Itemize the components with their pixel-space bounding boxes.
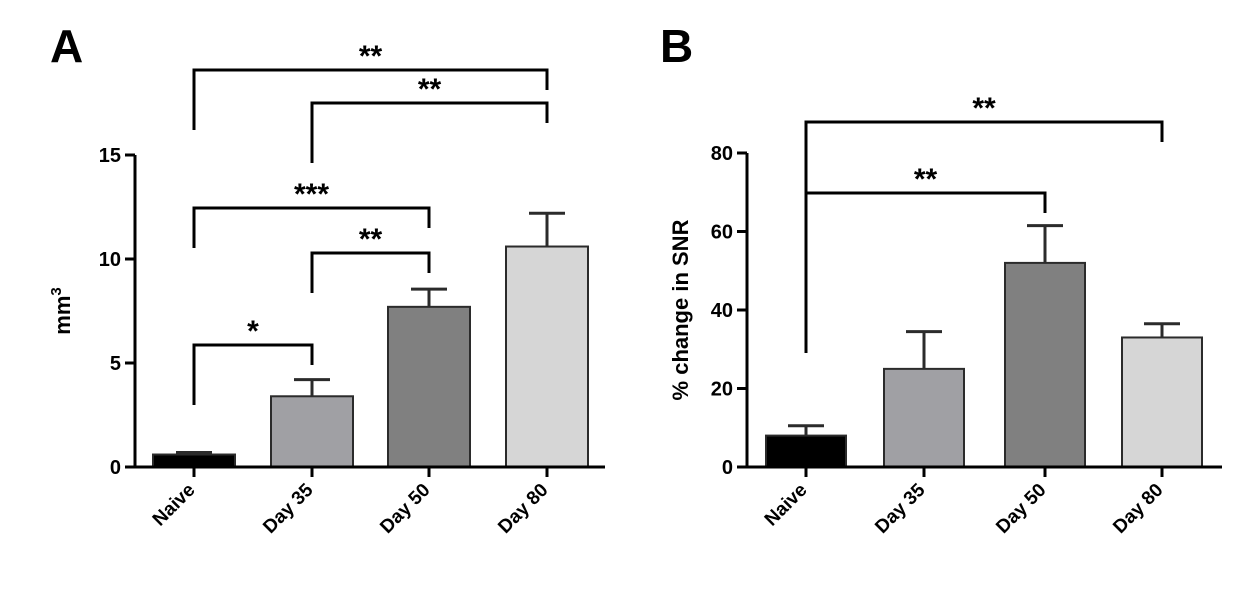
y-tick-label: 10 xyxy=(99,249,121,271)
error-bar xyxy=(788,424,824,436)
x-tick-label: Day 80 xyxy=(1109,480,1167,538)
significance-label: ** xyxy=(914,163,938,196)
bar-day-50 xyxy=(1004,261,1086,468)
significance-bracket xyxy=(192,343,314,405)
y-tick-label: 20 xyxy=(711,379,733,401)
y-axis-label: % change in SNR xyxy=(668,219,693,400)
y-tick-label: 0 xyxy=(110,457,121,479)
y-tick-label: 80 xyxy=(711,143,733,165)
x-tick-label: Day 50 xyxy=(376,480,434,538)
y-tick-label: 40 xyxy=(711,300,733,322)
error-bar xyxy=(1144,322,1180,338)
significance-bracket xyxy=(192,68,549,130)
error-bar xyxy=(294,378,330,397)
y-axis-label-text: % change in SNR xyxy=(668,219,693,400)
y-tick-label: 0 xyxy=(722,457,733,479)
bar-day-35 xyxy=(883,367,965,468)
significance-label: ** xyxy=(359,40,383,73)
bar-day-80 xyxy=(1121,336,1203,468)
bar-day-80 xyxy=(505,245,589,468)
y-tick-label: 60 xyxy=(711,222,733,244)
y-tick-label: 5 xyxy=(110,353,121,375)
bar-day-35 xyxy=(270,395,354,468)
error-bar xyxy=(906,330,942,369)
panel-b-chart: B 0 20 40 60 80 Naive Day 35 Day 50 Day 80 % chang… xyxy=(660,20,1222,538)
error-bar xyxy=(529,211,565,247)
error-bar xyxy=(1027,224,1063,263)
panel-letter: B xyxy=(660,20,693,72)
significance-label: ** xyxy=(418,73,442,106)
significance-bracket xyxy=(804,120,1164,282)
error-bar xyxy=(176,450,212,455)
significance-label: ** xyxy=(359,223,383,256)
x-tick-label: Day 80 xyxy=(494,480,552,538)
bar-naive xyxy=(765,434,847,469)
significance-label: * xyxy=(247,315,259,348)
significance-bracket xyxy=(192,206,431,248)
x-tick-label: Naive xyxy=(761,480,812,531)
significance-bracket xyxy=(310,251,431,293)
panel-letter: A xyxy=(50,20,83,72)
significance-bracket xyxy=(310,101,549,163)
bar-naive xyxy=(152,453,236,468)
x-tick-label: Naive xyxy=(149,480,200,531)
significance-label: ** xyxy=(972,92,996,125)
x-tick-label: Day 50 xyxy=(992,480,1050,538)
y-axis-label: mm3 xyxy=(48,287,75,334)
significance-label: *** xyxy=(294,178,329,211)
y-tick-label: 15 xyxy=(99,145,121,167)
x-tick-label: Day 35 xyxy=(871,479,929,537)
x-tick-label: Day 35 xyxy=(259,479,317,537)
y-axis-label-text: mm xyxy=(50,296,75,335)
error-bar xyxy=(411,287,447,307)
bar-day-50 xyxy=(387,305,471,468)
y-axis-label-superscript: 3 xyxy=(48,287,65,295)
